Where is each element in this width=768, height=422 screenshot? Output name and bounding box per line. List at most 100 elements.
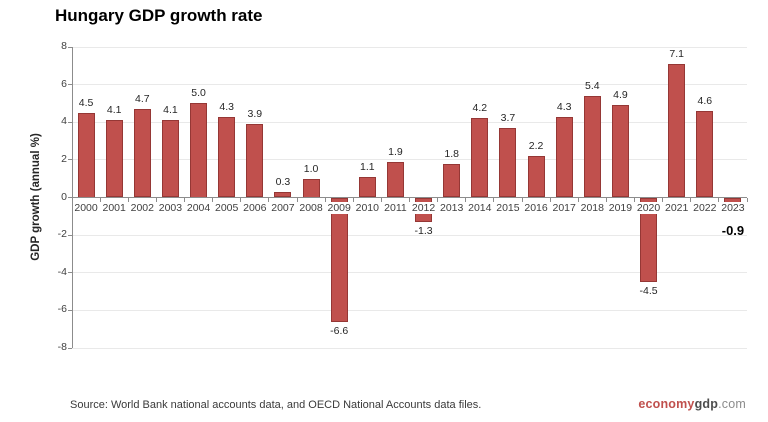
x-tick <box>268 197 270 202</box>
y-tick <box>68 309 72 311</box>
x-label-2012: 2012 <box>410 202 437 214</box>
bar-2021 <box>668 63 686 198</box>
bar-value-label-2001: 4.1 <box>106 104 122 117</box>
y-tick <box>68 121 72 123</box>
bar-value-label-2020: -4.5 <box>639 285 658 298</box>
y-tick <box>68 159 72 161</box>
y-tick-label: -6 <box>57 303 67 316</box>
y-tick <box>68 347 72 349</box>
y-tick <box>68 272 72 274</box>
x-label-2022: 2022 <box>691 202 718 214</box>
bar-value-label-2005: 4.3 <box>219 100 234 113</box>
x-label-2009: 2009 <box>326 202 353 214</box>
x-tick <box>99 197 101 202</box>
x-tick <box>409 197 410 202</box>
y-tick-label: 6 <box>61 77 67 90</box>
bar-value-label-2013: 1.8 <box>444 147 459 160</box>
bar-value-label-2011: 1.9 <box>388 145 403 158</box>
x-tick <box>577 197 579 202</box>
bar-value-label-2000: 4.5 <box>78 96 94 109</box>
x-tick <box>718 197 720 202</box>
chart-area: -8 -6 -4 -2 0 2 4 6 8 2000 2001 2002 2003 2004 2005 200… <box>57 40 748 353</box>
x-label-2002: 2002 <box>129 202 156 214</box>
y-tick-label: 0 <box>61 190 67 203</box>
bar-2015 <box>499 127 517 198</box>
gridline <box>72 309 747 311</box>
x-tick <box>380 197 382 202</box>
bar-value-label-2014: 4.2 <box>472 102 488 115</box>
bar-2009 <box>330 197 348 322</box>
bar-2000 <box>77 112 95 198</box>
x-tick <box>634 197 635 202</box>
y-tick-label: -2 <box>57 228 67 241</box>
bar-value-label-2008: 1.0 <box>303 162 319 175</box>
bar-value-label-2009: -6.6 <box>330 324 349 337</box>
y-tick <box>68 234 72 236</box>
x-label-2004: 2004 <box>185 202 212 214</box>
x-label-2010: 2010 <box>354 202 381 214</box>
y-tick <box>68 84 72 86</box>
y-tick-label: -4 <box>57 265 67 278</box>
x-label-2023: 2023 <box>719 202 746 214</box>
bar-2013 <box>443 163 461 198</box>
x-tick <box>465 197 467 202</box>
bar-value-label-2021: 7.1 <box>669 47 684 60</box>
bar-value-label-2019: 4.9 <box>613 89 628 102</box>
logo-economy: economy <box>638 397 695 411</box>
x-label-2000: 2000 <box>73 202 100 214</box>
x-label-2015: 2015 <box>494 202 521 214</box>
gridline <box>72 84 747 86</box>
x-tick <box>437 197 439 202</box>
bar-value-label-2012: -1.3 <box>414 224 433 237</box>
x-tick <box>521 197 523 202</box>
bar-value-label-2018: 5.4 <box>585 79 600 92</box>
y-tick-label: -8 <box>57 341 67 353</box>
gridline <box>72 272 747 274</box>
bar-2002 <box>133 109 151 198</box>
bar-value-label-2002: 4.7 <box>135 93 150 106</box>
x-tick <box>71 197 73 202</box>
bar-2019 <box>611 105 629 198</box>
x-label-2020: 2020 <box>635 202 662 214</box>
bar-2004 <box>190 103 208 198</box>
bar-2003 <box>161 120 179 198</box>
bar-2016 <box>527 156 545 198</box>
x-tick <box>605 197 607 202</box>
logo-gdp: gdp <box>694 397 719 411</box>
bar-2010 <box>358 176 376 198</box>
x-label-2017: 2017 <box>551 202 578 214</box>
y-tick-label: 2 <box>61 152 67 165</box>
bar-2017 <box>555 116 573 198</box>
x-tick <box>296 197 298 202</box>
gridline <box>72 121 747 123</box>
gridline <box>72 347 747 349</box>
x-tick <box>184 197 185 202</box>
x-label-2011: 2011 <box>382 202 409 214</box>
x-label-2001: 2001 <box>101 202 128 214</box>
logo-com: .com <box>718 397 746 411</box>
y-tick-label: 4 <box>61 115 67 128</box>
bar-value-label-2003: 4.1 <box>163 104 178 117</box>
bar-value-label-2010: 1.1 <box>360 160 375 173</box>
x-label-2014: 2014 <box>466 202 493 214</box>
x-label-2021: 2021 <box>663 202 690 214</box>
x-label-2008: 2008 <box>298 202 325 214</box>
x-tick <box>493 197 495 202</box>
x-label-2005: 2005 <box>213 202 240 214</box>
x-label-2018: 2018 <box>579 202 606 214</box>
x-tick <box>155 197 157 202</box>
gridline <box>72 159 747 161</box>
bar-2022 <box>696 110 714 198</box>
bar-2001 <box>105 120 123 198</box>
x-tick <box>662 197 664 202</box>
gridline <box>72 46 747 48</box>
chart-title: Hungary GDP growth rate <box>55 6 263 25</box>
bar-value-label-2004: 5.0 <box>191 87 206 100</box>
bar-2011 <box>386 161 404 198</box>
x-tick <box>352 197 354 202</box>
source-note: Source: World Bank national accounts dat… <box>70 399 482 411</box>
x-tick <box>240 197 242 202</box>
x-tick <box>324 197 326 202</box>
x-tick <box>212 197 214 202</box>
